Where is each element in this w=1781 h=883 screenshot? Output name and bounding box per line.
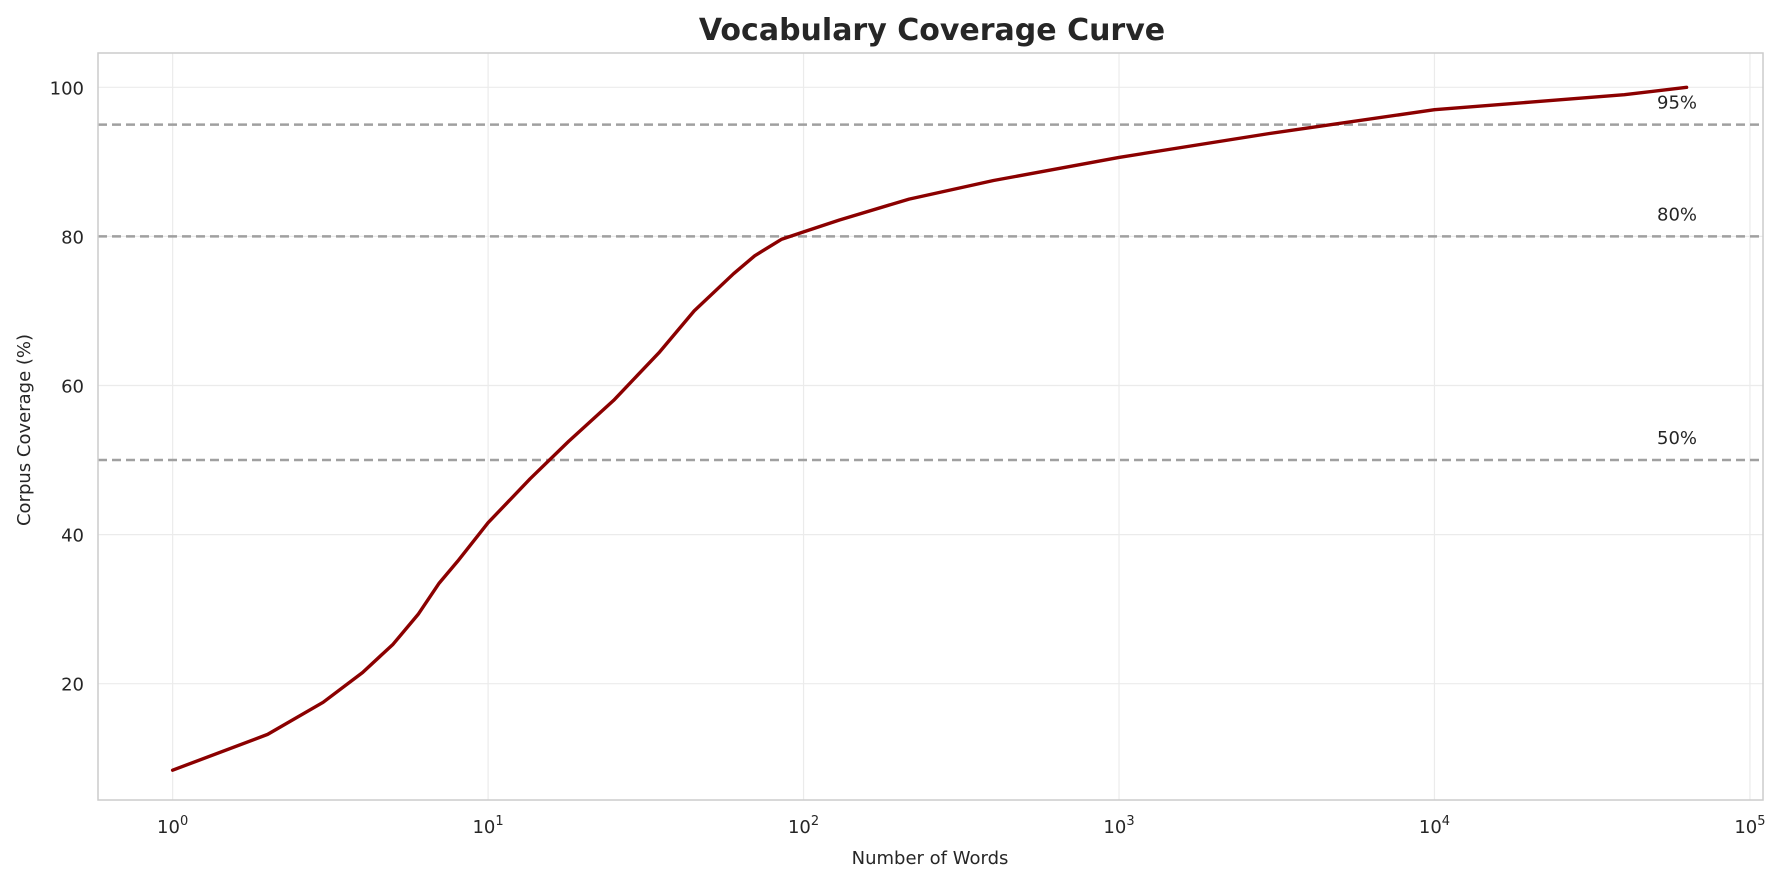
- y-tick-label: 40: [61, 526, 84, 547]
- x-tick-label: 104: [1419, 814, 1450, 838]
- y-axis-ticks: 20 40 60 80 100: [50, 78, 84, 695]
- x-tick-label: 105: [1734, 814, 1765, 838]
- x-tick-label: 103: [1103, 814, 1134, 838]
- x-tick-label: 102: [788, 814, 819, 838]
- coverage-line: [170, 85, 1689, 772]
- grid-lines: [98, 53, 1763, 800]
- reference-label-80: 80%: [1657, 204, 1697, 225]
- y-tick-label: 80: [61, 227, 84, 248]
- reference-label-50: 50%: [1657, 428, 1697, 449]
- chart-title: Vocabulary Coverage Curve: [699, 13, 1165, 48]
- x-axis-label: Number of Words: [852, 848, 1009, 869]
- reference-lines: [98, 123, 1763, 462]
- y-tick-label: 60: [61, 376, 84, 397]
- y-axis-label: Corpus Coverage (%): [14, 334, 35, 526]
- plot-area-frame: [97, 52, 1764, 801]
- y-tick-label: 20: [61, 675, 84, 696]
- x-axis-ticks: 100 101 102 103 104 105: [157, 814, 1766, 838]
- x-tick-label: 101: [472, 814, 503, 838]
- data-series: [170, 85, 1689, 772]
- reference-label-95: 95%: [1657, 93, 1697, 114]
- y-tick-label: 100: [50, 78, 84, 99]
- x-tick-label: 100: [157, 814, 188, 838]
- reference-labels: 95% 80% 50%: [1657, 93, 1697, 449]
